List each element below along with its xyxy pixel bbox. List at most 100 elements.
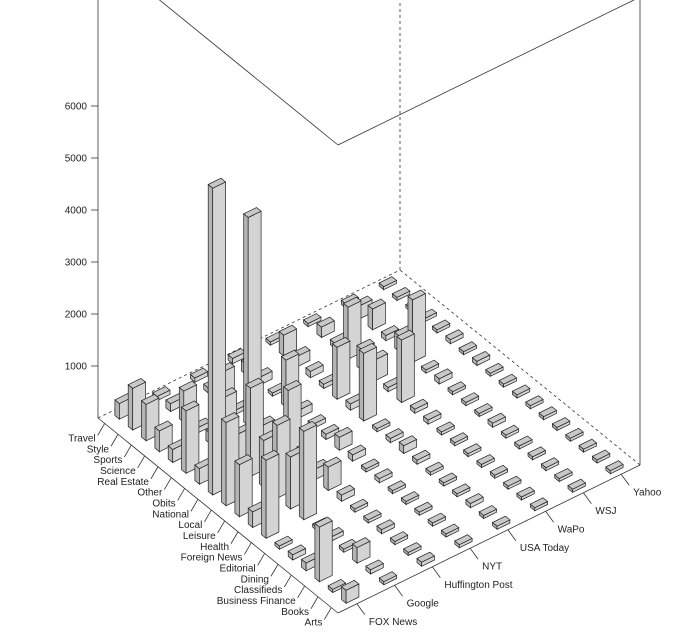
bar-top (389, 531, 409, 542)
bar-top (489, 464, 509, 476)
bar-top (154, 420, 173, 432)
bar-top (525, 395, 544, 407)
bar-top (500, 424, 520, 436)
source-label: Google (407, 598, 440, 609)
bar-top (440, 523, 460, 535)
section-label: Other (137, 488, 163, 499)
bar-top (323, 456, 342, 468)
bar-top (427, 512, 447, 524)
bar-top (274, 535, 293, 547)
bar-top (371, 418, 391, 430)
bar-face-right (336, 340, 351, 400)
bar-top (591, 449, 611, 461)
bar-foreign-news-wapo (449, 432, 469, 447)
source-label: FOX News (369, 617, 417, 628)
bar-top (178, 380, 198, 392)
bar-top (127, 377, 147, 389)
bar-classifieds-nyt (414, 501, 433, 517)
z-tick-label: 5000 (65, 154, 88, 165)
bar-top (336, 484, 356, 496)
bar-top (374, 468, 393, 480)
bar-top (351, 537, 371, 549)
section-label: Sports (93, 455, 122, 466)
bar-health-nyt (360, 458, 380, 473)
bar-top (314, 516, 333, 528)
bar-real-estate-huffington-post (243, 207, 262, 427)
bar-health-yahoo (511, 384, 531, 399)
section-tick (230, 531, 239, 544)
bar-dining-wapo (476, 454, 495, 469)
bar-foreign-news-fox-news (260, 449, 280, 540)
bar-arts-nyt (454, 534, 473, 549)
bar-leisure-wsj (460, 392, 480, 407)
bar-face-left (285, 452, 291, 510)
bar-sports-wsj (367, 298, 387, 331)
bar-style-usa-today (278, 324, 298, 357)
bar-top (180, 400, 200, 412)
bar-top (529, 497, 549, 509)
bar-dining-wsj (514, 435, 533, 450)
bar-top (347, 444, 367, 456)
bar-face-right (319, 520, 333, 583)
bar-top (474, 403, 493, 414)
bar-top (140, 393, 160, 405)
bar-editorial-yahoo (538, 406, 558, 421)
z-tick-label: 1000 (65, 362, 88, 373)
bar-face-right (265, 453, 280, 539)
bar-real-estate-yahoo (431, 319, 451, 334)
bar-top (511, 384, 531, 396)
z-axis: 1000 2000 3000 4000 5000 6000 (65, 102, 98, 373)
bar-top (380, 325, 400, 336)
bar-top (365, 559, 384, 571)
bar-top (422, 409, 442, 421)
bar-other-yahoo (445, 329, 464, 345)
bar-top (438, 472, 458, 484)
bar-top (487, 412, 507, 424)
bar-face-left (323, 462, 329, 492)
source-tick (507, 529, 517, 541)
bar-foreign-news-nyt (374, 468, 393, 484)
bar-local-wapo (409, 398, 429, 415)
bar-classifieds-usa-today (451, 483, 471, 498)
section-label: Obits (152, 498, 175, 509)
bar-top (367, 298, 387, 310)
section-label: Dining (241, 574, 269, 585)
bar-face-right (303, 424, 317, 521)
bar-national-fox-news (207, 177, 227, 496)
bar-dining-yahoo (551, 417, 571, 432)
z-tick-label: 2000 (65, 310, 88, 321)
bar-top (565, 427, 584, 439)
section-label: Arts (305, 618, 323, 629)
bar-top (578, 438, 598, 450)
bar-top (451, 483, 471, 495)
bar-arts-fox-news (340, 579, 360, 605)
bar-top (414, 501, 433, 513)
bar-local-wsj (447, 381, 467, 396)
section-label: Classifieds (234, 585, 282, 596)
source-label: USA Today (520, 543, 569, 554)
bar-books-huffington-post (403, 542, 422, 557)
source-tick (356, 603, 366, 615)
bar-classifieds-wsj (527, 446, 547, 461)
section-tick (323, 607, 332, 620)
bar-travel-yahoo (378, 276, 398, 291)
section-label: Real Estate (97, 477, 149, 488)
bar-top (454, 534, 473, 546)
bar-dining-nyt (400, 491, 420, 506)
section-label: Health (200, 542, 229, 553)
section-label: Business Finance (217, 596, 296, 607)
bar-top (460, 392, 480, 403)
top-front-left-edge (158, 0, 339, 146)
bar-national-wapo (396, 329, 415, 404)
bar-top (280, 349, 300, 361)
floor-front-edge (337, 464, 641, 614)
section-tick (163, 477, 172, 490)
section-tick (110, 434, 119, 447)
bar-top (302, 313, 322, 324)
bar-style-yahoo (391, 286, 411, 302)
bar-top (434, 368, 453, 380)
bar-foreign-news-usa-today (411, 449, 431, 466)
top-front-right-edge (337, 0, 635, 146)
section-tick (190, 499, 199, 512)
bar-face-left (141, 399, 147, 442)
